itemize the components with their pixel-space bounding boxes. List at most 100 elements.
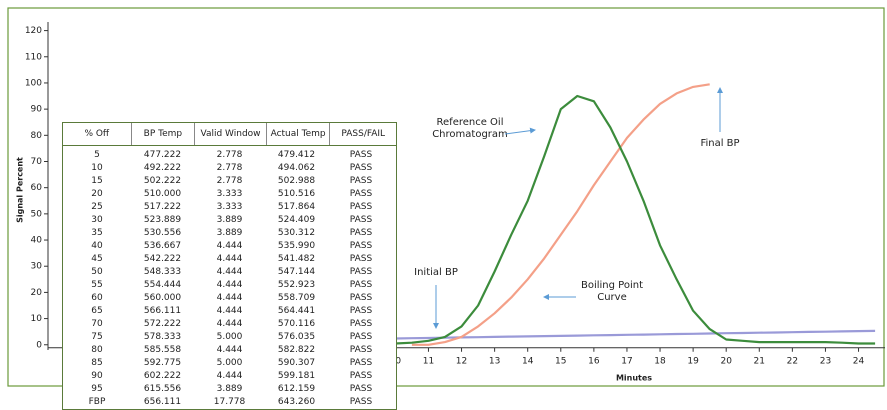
table-row: 20 510.000 3.333 510.516 PASS [63, 188, 396, 201]
table-row: 60 560.000 4.444 558.709 PASS [63, 292, 396, 305]
table-cell: 20 [91, 189, 103, 199]
table-cell: PASS [349, 397, 373, 407]
frame [7, 7, 885, 387]
y-tick-label: 20 [31, 288, 43, 298]
table-cell: 564.441 [277, 306, 316, 316]
column-header: Valid Window [195, 123, 267, 145]
y-tick-label: 70 [31, 157, 43, 167]
table-cell: 4.444 [216, 241, 243, 251]
x-tick-label: 17 [621, 356, 632, 366]
table-cell: 3.889 [216, 228, 243, 238]
table-cell: PASS [349, 189, 373, 199]
table-row: 55 554.444 4.444 552.923 PASS [63, 279, 396, 292]
table-cell: 552.923 [277, 280, 316, 290]
table-cell: 65 [91, 306, 103, 316]
table-cell: 10 [91, 163, 103, 173]
y-tick-label: 50 [31, 209, 43, 219]
table-cell: 2.778 [216, 163, 243, 173]
column-header: % Off [63, 123, 132, 145]
table-cell: 558.709 [277, 293, 316, 303]
annotation: Boiling Point [581, 280, 643, 291]
table-cell: 60 [91, 293, 103, 303]
table-cell: 502.988 [277, 176, 316, 186]
table-cell: PASS [349, 176, 373, 186]
table-cell: PASS [349, 371, 373, 381]
table-cell: 541.482 [277, 254, 316, 264]
table-row: 15 502.222 2.778 502.988 PASS [63, 175, 396, 188]
table-cell: 554.444 [143, 280, 182, 290]
x-tick-label: 22 [787, 356, 798, 366]
table-cell: 80 [91, 345, 103, 355]
table-cell: 612.159 [277, 384, 316, 394]
table-cell: 576.035 [277, 332, 316, 342]
y-axis-label: Signal Percent [16, 157, 25, 223]
x-tick-label: 15 [555, 356, 566, 366]
table-cell: 95 [91, 384, 103, 394]
table-cell: 582.822 [277, 345, 316, 355]
table-cell: 90 [91, 371, 103, 381]
table-body: 5 477.222 2.778 479.412 PASS 10 492.222 2.778 49… [63, 146, 396, 409]
column-header: Actual Temp [267, 123, 331, 145]
table-cell: 3.889 [216, 384, 243, 394]
table-cell: 548.333 [143, 267, 182, 277]
y-tick-label: 120 [25, 26, 42, 36]
table-cell: 560.000 [143, 293, 182, 303]
table-cell: 5.000 [216, 358, 243, 368]
table-row: 90 602.222 4.444 599.181 PASS [63, 370, 396, 383]
table-cell: 590.307 [277, 358, 316, 368]
table-cell: 75 [91, 332, 103, 342]
annotation: Curve [597, 292, 627, 303]
result-table: % Off BP Temp Valid Window Actual Temp PASS/… [62, 122, 397, 410]
series-line [64, 94, 876, 345]
y-tick-label: 30 [31, 262, 43, 272]
table-cell: PASS [349, 215, 373, 225]
annotation: Reference Oil [437, 117, 504, 128]
table-cell: 70 [91, 319, 103, 329]
table-cell: 492.222 [143, 163, 182, 173]
table-cell: 3.333 [216, 202, 243, 212]
table-cell: PASS [349, 319, 373, 329]
table-row: 35 530.556 3.889 530.312 PASS [63, 227, 396, 240]
y-tick-label: 60 [31, 183, 43, 193]
table-cell: 479.412 [277, 150, 316, 160]
table-cell: 15 [91, 176, 103, 186]
x-tick-label: 11 [423, 356, 434, 366]
table-cell: PASS [349, 241, 373, 251]
table-cell: 547.144 [277, 267, 316, 277]
table-cell: 5 [94, 150, 100, 160]
x-tick-label: 12 [456, 356, 467, 366]
table-cell: 523.889 [143, 215, 182, 225]
table-header: % Off BP Temp Valid Window Actual Temp PASS/… [63, 123, 396, 146]
table-cell: PASS [349, 345, 373, 355]
x-tick-label: 21 [754, 356, 765, 366]
table-row: 10 492.222 2.778 494.062 PASS [63, 162, 396, 175]
table-cell: 4.444 [216, 267, 243, 277]
table-cell: 502.222 [143, 176, 182, 186]
x-tick-label: 14 [522, 356, 534, 366]
table-row: 25 517.222 3.333 517.864 PASS [63, 201, 396, 214]
annotation: Chromatogram [432, 129, 508, 140]
y-tick-label: 40 [31, 236, 43, 246]
x-tick-label: 13 [489, 356, 500, 366]
x-tick-label: 19 [687, 356, 699, 366]
table-row: FBP 656.111 17.778 643.260 PASS [63, 396, 396, 409]
table-cell: 4.444 [216, 319, 243, 329]
table-cell: 572.222 [143, 319, 182, 329]
y-tick-label: 110 [25, 52, 42, 62]
table-cell: 578.333 [143, 332, 182, 342]
table-cell: 510.000 [143, 189, 182, 199]
table-row: 80 585.558 4.444 582.822 PASS [63, 344, 396, 357]
table-cell: 3.889 [216, 215, 243, 225]
x-tick-label: 24 [853, 356, 865, 366]
table-cell: PASS [349, 202, 373, 212]
annotation: Final BP [700, 138, 739, 149]
table-row: 5 477.222 2.778 479.412 PASS [63, 149, 396, 162]
table-cell: 4.444 [216, 306, 243, 316]
table-cell: 50 [91, 267, 103, 277]
table-cell: 35 [91, 228, 103, 238]
table-cell: PASS [349, 254, 373, 264]
table-cell: 17.778 [213, 397, 246, 407]
table-cell: PASS [349, 332, 373, 342]
table-cell: PASS [349, 163, 373, 173]
